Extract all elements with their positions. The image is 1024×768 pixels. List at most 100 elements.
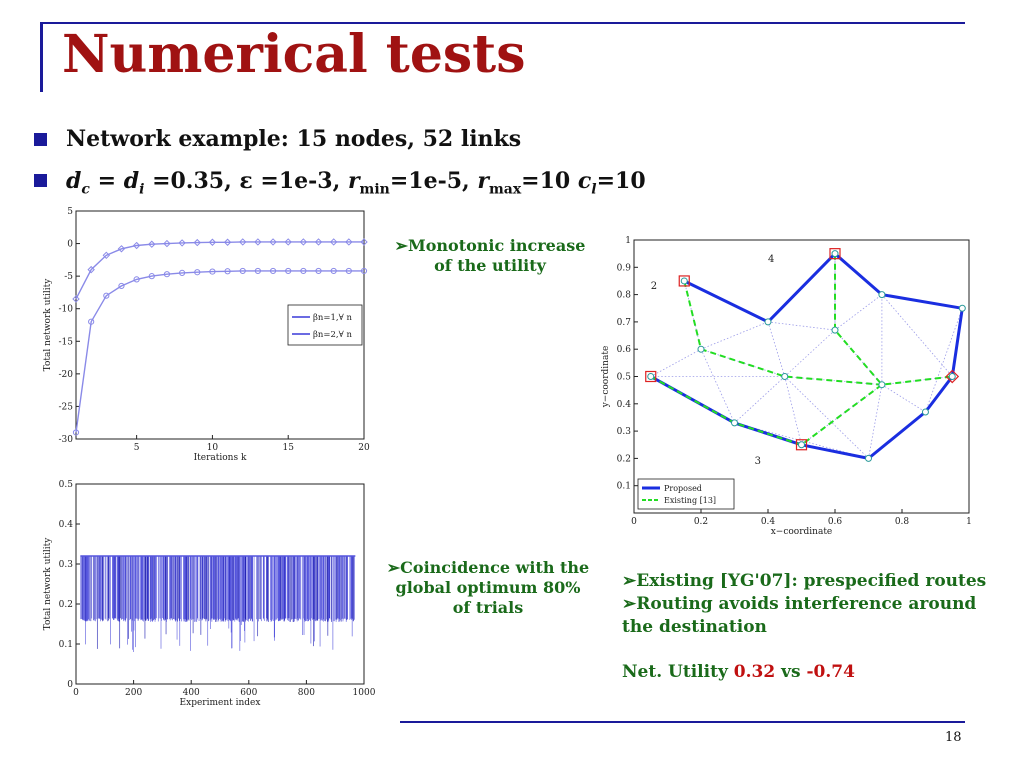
y-tick-label: 0.6 xyxy=(617,345,632,355)
proposed-route xyxy=(683,252,964,377)
series-point xyxy=(178,239,186,247)
series-point xyxy=(314,238,323,246)
x-tick-label: 400 xyxy=(183,688,200,698)
x-axis-label: Experiment index xyxy=(180,698,261,708)
trial-bars xyxy=(80,556,355,652)
x-tick-label: 0.2 xyxy=(694,517,708,527)
x-tick-label: 15 xyxy=(282,443,294,453)
x-axis-label: x−coordinate xyxy=(771,527,833,537)
bullet-square xyxy=(34,174,47,187)
chart-legend xyxy=(637,478,735,510)
plot-frame xyxy=(75,483,365,685)
series-point xyxy=(239,238,247,246)
network-link xyxy=(784,376,802,445)
series-point xyxy=(102,251,111,260)
x-tick-label: 0 xyxy=(631,517,637,527)
x-tick-label: 600 xyxy=(240,688,257,698)
network-node xyxy=(731,419,738,427)
page-number: 18 xyxy=(945,730,962,745)
series-point xyxy=(72,295,80,303)
y-tick-label: -10 xyxy=(59,305,74,315)
title-rule-top xyxy=(40,22,965,24)
legend-label: Existing [13] xyxy=(664,496,716,505)
network-node xyxy=(958,304,966,312)
existing-route xyxy=(683,280,882,386)
x-tick-label: 800 xyxy=(298,688,315,698)
series-point xyxy=(133,276,140,283)
series-point xyxy=(330,267,337,275)
x-tick-label: 0.4 xyxy=(761,517,776,527)
series-point xyxy=(345,267,352,275)
utility-vs-iterations-chart: 5 0 -5 -10 -15 -20 -25 -30 5 10 15 20 Iterations k To… xyxy=(43,207,370,463)
network-node xyxy=(831,326,839,334)
network-node xyxy=(798,441,805,449)
y-tick-label: 0.1 xyxy=(59,640,73,650)
region-label: 4 xyxy=(768,254,774,265)
y-tick-label: -20 xyxy=(59,370,74,380)
y-tick-label: 0.3 xyxy=(59,560,74,570)
y-tick-label: 0.5 xyxy=(59,480,74,490)
network-link xyxy=(881,384,926,413)
y-tick-label: 0.8 xyxy=(617,291,632,301)
series-point xyxy=(239,267,246,275)
series-point xyxy=(148,273,155,280)
y-tick-label: -30 xyxy=(59,435,74,445)
series-point xyxy=(223,238,232,246)
series-point xyxy=(117,245,126,253)
network-link xyxy=(767,321,786,377)
network-node xyxy=(865,454,872,462)
y-tick-label: 0 xyxy=(67,240,73,250)
x-tick-label: 0.8 xyxy=(895,517,910,527)
network-link xyxy=(925,308,963,413)
x-tick-label: 20 xyxy=(358,443,370,453)
y-axis-label: y−coordinate xyxy=(601,346,611,409)
net-utility-existing-value: -0.74 xyxy=(806,662,855,682)
net-utility-comparison: Net. Utility 0.32 vs -0.74 xyxy=(622,662,855,682)
region-label: 2 xyxy=(651,281,657,292)
network-link xyxy=(700,321,769,350)
series-point xyxy=(208,238,217,246)
source-node-marker xyxy=(829,248,841,260)
network-link xyxy=(834,294,883,331)
network-node xyxy=(764,318,772,326)
x-tick-label: 0 xyxy=(73,688,79,698)
y-axis-label: Total network utility xyxy=(43,278,53,372)
network-link xyxy=(801,384,883,446)
x-tick-label: 0.6 xyxy=(828,517,843,527)
series-point xyxy=(179,269,186,276)
y-tick-label: 0.7 xyxy=(617,318,632,328)
bullet-parameters: dc = di =0.35, ε =1e-3, rmin=1e-5, rmax=… xyxy=(66,168,646,198)
y-tick-label: 0.3 xyxy=(617,427,632,437)
x-tick-label: 5 xyxy=(134,443,140,453)
series-point xyxy=(269,267,277,275)
note-coincidence: ➢Coincidence with the global optimum 80%… xyxy=(386,558,590,617)
x-tick-label: 1 xyxy=(966,517,972,527)
network-node xyxy=(647,373,655,380)
series-point xyxy=(88,318,95,325)
series-point xyxy=(360,238,368,246)
y-tick-label: -25 xyxy=(59,402,74,412)
series-point xyxy=(300,267,307,275)
series-point xyxy=(254,267,261,275)
network-node xyxy=(697,345,705,353)
bullet-square xyxy=(34,133,47,146)
source-node-marker xyxy=(795,439,808,451)
x-tick-label: 10 xyxy=(207,443,219,453)
series-point xyxy=(118,282,125,290)
network-topology-chart: 0.1 0.2 0.3 0.4 0.5 0.6 0.7 0.8 0.9 1 0 0.2 0.4 0.6 0.… xyxy=(601,236,972,537)
y-axis-label: Total network utility xyxy=(43,537,53,631)
series-point xyxy=(224,268,231,275)
y-tick-label: 0.5 xyxy=(617,373,632,383)
series-point xyxy=(299,238,308,246)
utility-vs-experiment-chart: 0.5 0.4 0.3 0.2 0.1 00 200 400 600 800 1000 Experim… xyxy=(43,480,375,708)
y-tick-label: -15 xyxy=(59,337,74,347)
y-tick-label: 0 xyxy=(67,680,73,690)
legend-label: Proposed xyxy=(664,484,702,493)
y-tick-label: -5 xyxy=(64,272,73,282)
chart-legend xyxy=(287,304,363,346)
series-line xyxy=(75,270,364,433)
network-link xyxy=(784,376,869,459)
y-tick-label: 0.4 xyxy=(59,520,74,530)
series-point xyxy=(360,267,368,275)
y-tick-label: 0.1 xyxy=(617,482,631,492)
